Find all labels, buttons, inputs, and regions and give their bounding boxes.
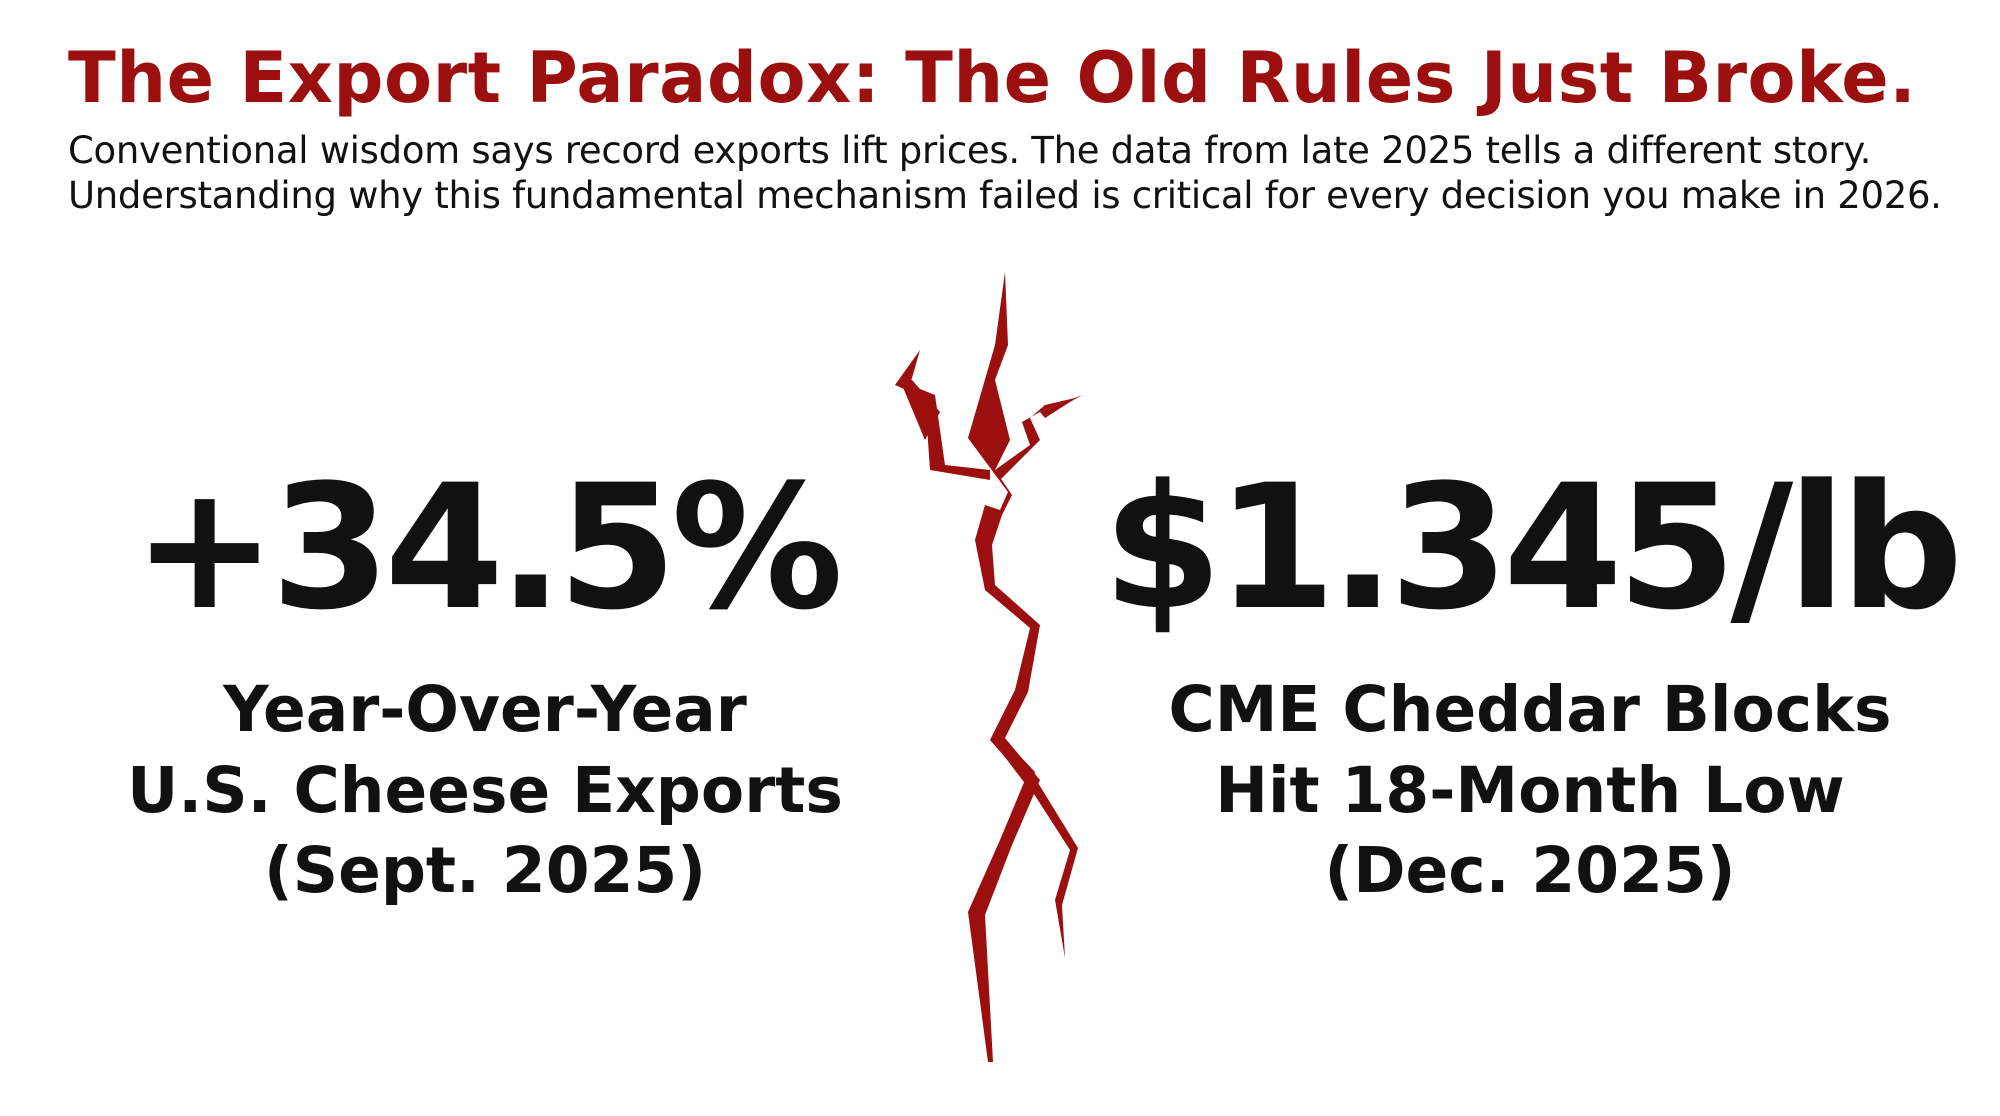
caption-line: CME Cheddar Blocks xyxy=(1168,673,1892,746)
caption-line: U.S. Cheese Exports xyxy=(127,753,843,827)
page-subtitle: Conventional wisdom says record exports … xyxy=(68,128,1948,220)
caption-line: Year-Over-Year xyxy=(223,673,747,746)
caption-line: (Dec. 2025) xyxy=(1324,834,1736,908)
left-stat-block: +34.5% Year-Over-Year U.S. Cheese Export… xyxy=(60,462,910,912)
caption-line: (Sept. 2025) xyxy=(263,834,707,908)
subtitle-line-1: Conventional wisdom says record exports … xyxy=(68,128,1872,172)
export-growth-value: +34.5% xyxy=(132,447,844,648)
caption-line: Hit 18-Month Low xyxy=(1215,753,1845,827)
right-stat-block: $1.345/lb CME Cheddar Blocks Hit 18-Mont… xyxy=(1090,462,1970,912)
crack-branch-lower-right-icon xyxy=(1025,778,1078,958)
export-growth-caption: Year-Over-Year U.S. Cheese Exports (Sept… xyxy=(60,670,910,912)
crack-branch-right-icon xyxy=(995,398,1075,480)
header: The Export Paradox: The Old Rules Just B… xyxy=(68,37,1948,220)
cheddar-price-value: $1.345/lb xyxy=(1102,447,1964,648)
page-title: The Export Paradox: The Old Rules Just B… xyxy=(68,37,1917,119)
crack-branch-mid-right-icon xyxy=(998,735,1035,790)
crack-main-icon xyxy=(968,272,1040,1062)
crack-branch-upper-right-icon xyxy=(1040,395,1082,418)
crack-branch-top-left-icon xyxy=(902,380,940,440)
subtitle-line-2: Understanding why this fundamental mecha… xyxy=(68,174,1942,218)
crack-branch-upper-left-icon xyxy=(895,350,990,480)
cheddar-price-caption: CME Cheddar Blocks Hit 18-Month Low (Dec… xyxy=(1090,670,1970,912)
